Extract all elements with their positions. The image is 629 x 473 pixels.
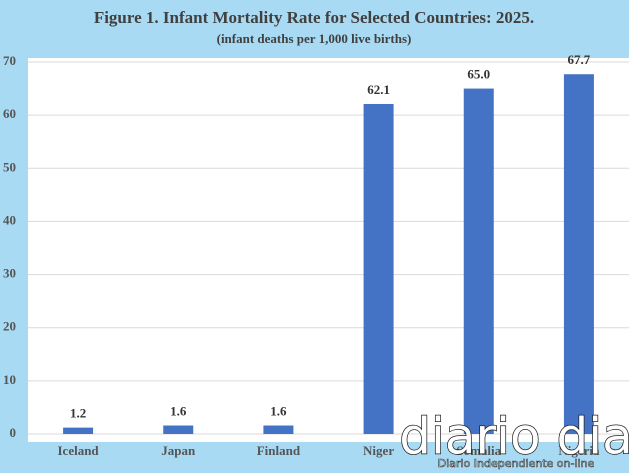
y-tick-label: 50 <box>3 159 16 174</box>
x-tick-label: Iceland <box>57 443 99 458</box>
plot-area <box>28 58 629 442</box>
bar <box>163 425 194 434</box>
watermark-tagline: Diario Independiente on-line <box>438 457 595 470</box>
x-tick-label: Somalia <box>456 443 501 458</box>
watermark-logo: diario dia <box>399 408 629 466</box>
x-tick-label: Niger <box>363 443 394 458</box>
value-label: 67.7 <box>568 52 591 67</box>
bar <box>263 425 294 434</box>
value-label: 1.2 <box>70 406 86 421</box>
y-tick-label: 60 <box>3 106 16 121</box>
bar <box>563 74 594 435</box>
bar <box>463 88 494 435</box>
y-tick-label: 30 <box>3 266 16 281</box>
value-label: 62.1 <box>367 82 390 97</box>
chart-subtitle: (infant deaths per 1,000 live births) <box>217 31 412 46</box>
value-label: 1.6 <box>170 403 187 418</box>
y-tick-label: 70 <box>3 53 16 68</box>
value-label: 1.6 <box>270 403 287 418</box>
chart-title: Figure 1. Infant Mortality Rate for Sele… <box>94 8 534 27</box>
y-tick-label: 10 <box>3 372 16 387</box>
y-tick-label: 20 <box>3 319 16 334</box>
bar <box>63 427 94 434</box>
y-tick-label: 40 <box>3 212 16 227</box>
x-tick-label: Nigeria <box>558 443 600 458</box>
x-tick-label: Finland <box>257 443 301 458</box>
value-label: 65.0 <box>467 67 490 82</box>
x-tick-label: Japan <box>161 443 196 458</box>
bar <box>363 103 394 435</box>
y-tick-label: 0 <box>10 425 17 440</box>
